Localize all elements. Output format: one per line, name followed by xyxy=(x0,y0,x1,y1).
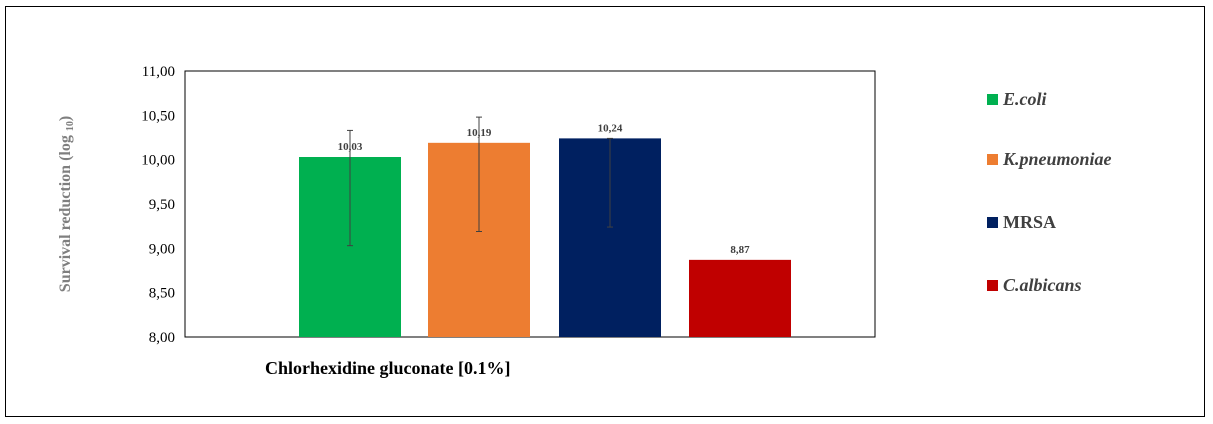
y-tick-label: 11,00 xyxy=(142,64,175,80)
data-label: 10,19 xyxy=(467,127,492,139)
data-labels: 10,03 10,19 10,24 8,87 xyxy=(338,122,751,255)
data-label: 8,87 xyxy=(730,244,750,256)
x-category-label: Chlorhexidine gluconate [0.1%] xyxy=(265,358,511,378)
data-label: 10,24 xyxy=(598,122,623,134)
legend-label: K.pneumoniae xyxy=(1002,149,1112,169)
y-tick-label: 8,50 xyxy=(149,286,175,302)
bars xyxy=(299,138,791,337)
y-tick-label: 8,00 xyxy=(149,330,175,346)
legend-label: C.albicans xyxy=(1003,275,1082,295)
y-tick-label: 9,00 xyxy=(149,241,175,257)
legend-swatch xyxy=(987,154,998,165)
data-label: 10,03 xyxy=(338,141,363,153)
legend: E.coli K.pneumoniae MRSA C.albicans xyxy=(987,89,1112,295)
y-tick-label: 10,00 xyxy=(141,153,175,169)
legend-swatch xyxy=(987,280,998,291)
legend-label: MRSA xyxy=(1003,212,1056,232)
legend-label: E.coli xyxy=(1002,89,1047,109)
y-axis-label: Survival reduction (log 10) xyxy=(57,116,76,292)
y-tick-label: 10,50 xyxy=(141,108,175,124)
error-bars xyxy=(347,116,613,247)
bar-c-albicans xyxy=(689,259,791,337)
y-axis: 8,00 8,50 9,00 9,50 10,00 10,50 11,00 xyxy=(141,64,175,346)
y-tick-label: 9,50 xyxy=(149,197,175,213)
legend-swatch xyxy=(987,94,998,105)
legend-swatch xyxy=(987,217,998,228)
